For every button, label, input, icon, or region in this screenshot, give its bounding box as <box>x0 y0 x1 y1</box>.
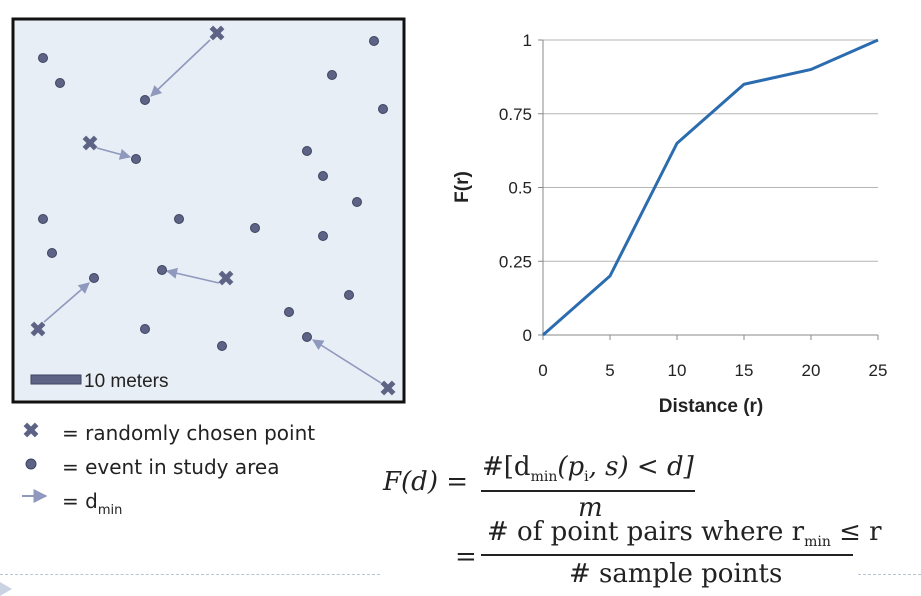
fraction-line-1 <box>481 490 695 492</box>
dot-icon <box>22 454 62 479</box>
y-axis-label: F(r) <box>452 171 473 203</box>
event-point <box>378 104 388 114</box>
formula-num-rest: (p <box>557 452 585 482</box>
y-tick-label: 1 <box>523 31 532 50</box>
event-point <box>131 154 141 164</box>
formula-num2-sub: min <box>804 534 831 550</box>
x-tick-label: 10 <box>668 361 687 380</box>
event-point <box>89 273 99 283</box>
legend-event: = event in study area <box>22 454 279 479</box>
dmin-arrow <box>165 267 220 284</box>
scale-bar <box>30 374 82 385</box>
event-point <box>284 307 294 317</box>
formula-num-hash: #[d <box>482 452 531 482</box>
formula-numerator: #[dmin(pi, s) < d] <box>482 452 694 485</box>
formula-eq2: = <box>455 542 477 572</box>
x-tick-label: 5 <box>605 361 614 380</box>
event-point <box>302 146 312 156</box>
random-point-marker <box>380 380 396 396</box>
y-tick-label: 0.75 <box>499 105 532 124</box>
event-point <box>250 223 260 233</box>
y-tick-label: 0 <box>523 326 532 345</box>
x-tick-label: 20 <box>802 361 821 380</box>
event-point <box>352 197 362 207</box>
event-point <box>318 231 328 241</box>
event-point <box>217 341 227 351</box>
event-point <box>47 248 57 258</box>
event-point <box>140 95 150 105</box>
formula-num-i: i <box>584 469 589 485</box>
formula-lhs: F(d) = <box>383 467 469 497</box>
dmin-arrow <box>96 147 132 160</box>
formula-denominator: m <box>578 493 603 523</box>
event-point <box>318 171 328 181</box>
event-point <box>302 332 312 342</box>
event-point <box>174 214 184 224</box>
footer-rule-right <box>858 574 921 575</box>
event-point <box>157 265 167 275</box>
y-tick-label: 0.5 <box>508 179 532 198</box>
x-axis-label: Distance (r) <box>659 396 764 417</box>
random-point-marker <box>218 270 234 286</box>
event-point <box>369 36 379 46</box>
event-point <box>38 214 48 224</box>
legend-event-label: = event in study area <box>62 454 280 479</box>
formula-num2-end: ≤ r <box>839 517 882 547</box>
event-point <box>55 78 65 88</box>
event-point <box>327 70 337 80</box>
legend-dmin-sub: min <box>97 502 123 518</box>
legend-dmin: = dmin <box>22 488 122 518</box>
formula-num2-text: # of point pairs where r <box>487 517 805 547</box>
formula-num-sub: min <box>530 469 558 485</box>
footer-rule-left <box>0 574 380 575</box>
dmin-arrow <box>312 339 382 384</box>
formula-num-end: , s) < d] <box>588 452 694 482</box>
event-point <box>140 324 150 334</box>
dmin-arrow <box>43 282 90 323</box>
x-tick-label: 0 <box>538 361 547 380</box>
legend-dmin-label: = d <box>62 488 98 513</box>
x-tick-label: 15 <box>735 361 754 380</box>
slide-marker-icon <box>0 582 12 596</box>
legend-random-point: = randomly chosen point <box>22 420 315 445</box>
fraction-line-2 <box>481 554 853 556</box>
event-point <box>38 53 48 63</box>
cross-icon <box>22 420 62 445</box>
formula-numerator-2: # of point pairs where rmin ≤ r <box>487 517 882 550</box>
study-area-frame <box>11 17 406 404</box>
dmin-arrow <box>150 39 211 97</box>
random-point-marker <box>30 321 46 337</box>
event-point <box>344 290 354 300</box>
formula-denominator-2: # sample points <box>569 559 783 589</box>
scale-label: 10 meters <box>84 371 168 392</box>
series-line <box>542 38 879 337</box>
random-point-marker <box>209 25 225 41</box>
legend-random-point-label: = randomly chosen point <box>62 420 316 445</box>
x-tick-label: 25 <box>869 361 888 380</box>
random-point-marker <box>82 135 98 151</box>
y-tick-label: 0.25 <box>499 252 532 271</box>
arrow-icon <box>22 488 62 513</box>
